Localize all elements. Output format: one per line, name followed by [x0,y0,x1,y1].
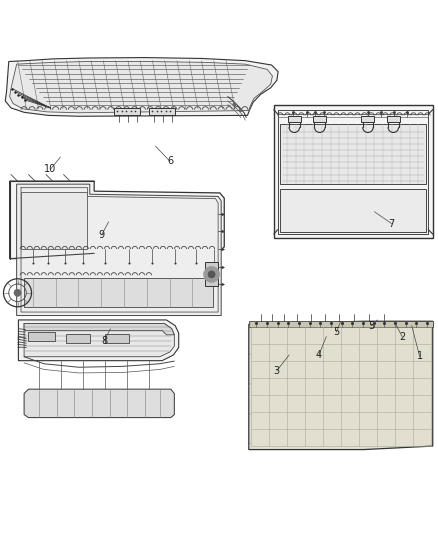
Bar [105,334,129,343]
Circle shape [14,289,21,296]
Text: 7: 7 [389,219,395,229]
Bar [149,108,175,115]
Polygon shape [24,324,174,357]
Text: 3: 3 [274,366,280,376]
Polygon shape [24,389,174,418]
Bar [387,116,400,122]
Bar [66,334,90,343]
Bar [280,189,426,232]
Polygon shape [10,181,224,259]
Polygon shape [274,106,433,238]
Text: 8: 8 [101,336,107,346]
Text: 10: 10 [44,164,57,174]
Polygon shape [24,324,174,335]
Bar [288,116,301,122]
Bar [249,321,433,327]
Polygon shape [18,320,179,361]
Bar [205,262,218,286]
Text: 5: 5 [368,321,374,330]
Polygon shape [17,184,221,316]
Bar [24,278,213,307]
Text: 2: 2 [399,332,405,342]
Text: 6: 6 [167,156,173,166]
Polygon shape [10,61,272,113]
Polygon shape [5,58,278,116]
Bar [114,108,140,115]
Bar [280,124,426,184]
Bar [313,116,326,122]
Polygon shape [249,321,433,449]
Bar [28,332,55,341]
Text: 1: 1 [417,351,423,361]
Circle shape [204,266,219,282]
Circle shape [208,271,215,278]
Bar [21,192,87,249]
Text: 4: 4 [316,350,322,360]
Bar [361,116,374,122]
Text: 5: 5 [333,327,339,337]
Text: 9: 9 [99,230,105,240]
